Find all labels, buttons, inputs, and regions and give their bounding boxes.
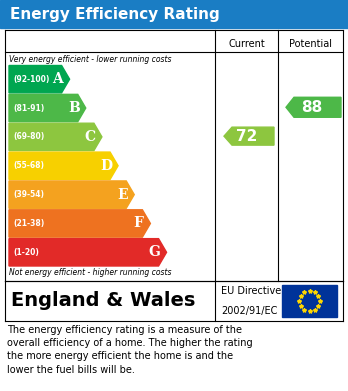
Text: (21-38): (21-38) [13,219,44,228]
Polygon shape [286,97,341,117]
Text: Very energy efficient - lower running costs: Very energy efficient - lower running co… [9,54,172,63]
Text: EU Directive: EU Directive [221,286,281,296]
Bar [5,30,343,281]
Text: (81-91): (81-91) [13,104,44,113]
Text: E: E [117,188,128,202]
Text: B: B [68,101,80,115]
Polygon shape [9,210,150,237]
Text: The energy efficiency rating is a measure of the
overall efficiency of a home. T: The energy efficiency rating is a measur… [7,325,253,375]
Polygon shape [9,239,167,266]
Text: C: C [84,130,95,144]
Text: D: D [100,159,112,173]
Text: (92-100): (92-100) [13,75,49,84]
Text: G: G [149,245,160,259]
Polygon shape [9,66,70,93]
Polygon shape [9,123,102,151]
Polygon shape [224,127,274,145]
Text: A: A [52,72,63,86]
Polygon shape [9,152,118,179]
Text: (1-20): (1-20) [13,248,39,257]
Bar [0,0,348,28]
Text: Current: Current [228,39,265,49]
Text: 72: 72 [236,129,258,143]
Text: (69-80): (69-80) [13,133,44,142]
Text: (39-54): (39-54) [13,190,44,199]
Text: England & Wales: England & Wales [11,292,195,310]
Text: Energy Efficiency Rating: Energy Efficiency Rating [10,7,220,22]
Text: 2002/91/EC: 2002/91/EC [221,306,277,316]
Polygon shape [9,181,134,208]
Text: F: F [134,217,143,230]
Text: Potential: Potential [289,39,332,49]
Bar [5,281,343,321]
Polygon shape [9,94,86,122]
Text: Not energy efficient - higher running costs: Not energy efficient - higher running co… [9,268,172,277]
Bar [282,285,337,317]
Text: 88: 88 [301,100,322,115]
Text: (55-68): (55-68) [13,161,44,170]
